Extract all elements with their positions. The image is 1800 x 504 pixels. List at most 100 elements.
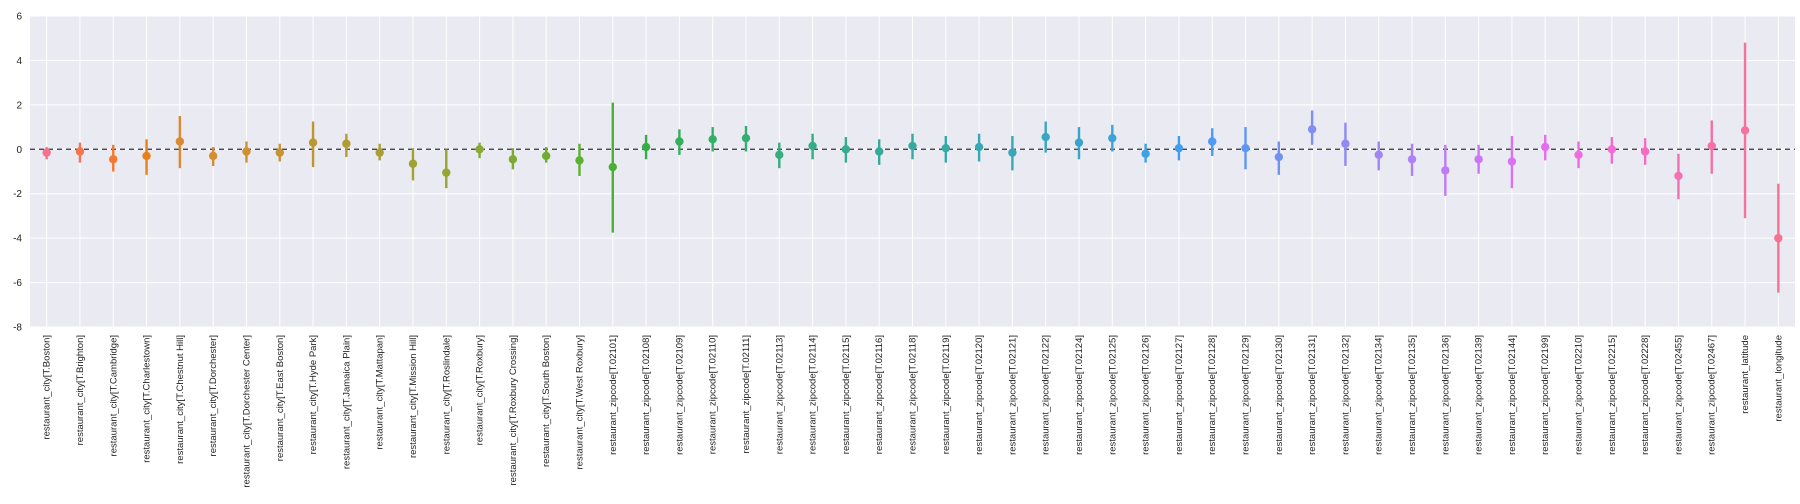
x-tick-label: restaurant_city[T.Jamaica Plain] [341, 335, 352, 469]
point-marker [708, 135, 717, 144]
x-tick-label: restaurant_city[T.Mattapan] [375, 335, 386, 450]
point-marker [1041, 132, 1050, 142]
y-tick-label: 6 [16, 12, 22, 23]
x-tick-label: restaurant_city[T.Dorchester] [208, 335, 219, 456]
point-marker [1541, 142, 1550, 152]
x-tick-label: restaurant_zipcode[T.02467] [1707, 335, 1718, 455]
point-marker [541, 151, 551, 161]
y-tick-label: 0 [16, 145, 22, 156]
point-marker [1441, 166, 1450, 175]
x-tick-label: restaurant_city[T.Dorchester Center] [241, 335, 252, 488]
y-axis: 6 4 2 0 -2 -4 -6 -8 [13, 12, 22, 334]
point-marker [1640, 147, 1650, 156]
x-tick-label: restaurant_zipcode[T.02119] [941, 335, 952, 454]
x-tick-label: restaurant_latitude [1740, 335, 1751, 414]
point-marker [1707, 141, 1716, 151]
x-tick-label: restaurant_city[T.West Roxbury] [574, 335, 585, 469]
point-marker [42, 148, 51, 157]
x-tick-label: restaurant_zipcode[T.02124] [1074, 335, 1085, 455]
point-marker [974, 142, 984, 152]
point-marker [109, 155, 118, 164]
x-tick-label: restaurant_zipcode[T.02126] [1141, 335, 1152, 455]
x-tick-label: restaurant_city[T.Roxbury Crossing] [508, 335, 519, 485]
x-tick-label: restaurant_zipcode[T.02122] [1041, 335, 1052, 455]
point-marker [442, 168, 451, 177]
x-tick-label: restaurant_city[T.South Boston] [541, 335, 552, 467]
point-marker [308, 138, 318, 147]
x-tick-label: restaurant_zipcode[T.02131] [1307, 335, 1318, 455]
x-tick-label: restaurant_zipcode[T.02125] [1107, 335, 1118, 455]
point-marker [408, 159, 418, 168]
x-tick-label: restaurant_zipcode[T.02116] [874, 335, 885, 454]
x-tick-label: restaurant_zipcode[T.02455] [1673, 335, 1684, 455]
x-tick-label: restaurant_city[T.Roslindale] [441, 335, 452, 454]
y-tick-label: 4 [16, 56, 22, 67]
point-marker [1607, 145, 1617, 154]
point-marker [342, 139, 351, 148]
point-marker [741, 133, 751, 143]
point-marker [808, 141, 817, 151]
x-tick-label: restaurant_zipcode[T.02215] [1607, 335, 1618, 455]
point-marker [941, 143, 951, 153]
x-tick-label: restaurant_zipcode[T.02210] [1574, 335, 1585, 455]
point-marker [775, 150, 784, 160]
x-tick-label: restaurant_city[T.Hyde Park] [308, 335, 319, 454]
point-marker [1241, 143, 1250, 153]
x-tick-label: restaurant_zipcode[T.02127] [1174, 335, 1185, 455]
y-tick-label: -2 [13, 189, 22, 200]
point-marker [1108, 133, 1117, 143]
x-tick-label: restaurant_zipcode[T.02135] [1407, 335, 1418, 455]
x-tick-label: restaurant_city[T.Mission Hill] [408, 335, 419, 458]
point-marker [75, 147, 85, 156]
x-tick-label: restaurant_city[T.Chestnut Hill] [175, 335, 186, 464]
x-tick-label: restaurant_zipcode[T.02110] [708, 335, 719, 454]
x-tick-label: restaurant_zipcode[T.02101] [608, 335, 619, 455]
point-marker [1074, 138, 1084, 147]
point-marker [1474, 155, 1483, 164]
point-marker [874, 147, 884, 156]
x-tick-label: restaurant_zipcode[T.02113] [774, 335, 785, 454]
x-tick-label: restaurant_zipcode[T.02111] [741, 335, 752, 453]
x-tick-label: restaurant_zipcode[T.02114] [808, 335, 819, 454]
point-marker [1307, 125, 1317, 134]
point-marker [1407, 155, 1417, 164]
x-tick-label: restaurant_city[T.East Boston] [275, 335, 286, 461]
x-tick-label: restaurant_zipcode[T.02228] [1640, 335, 1651, 455]
point-marker [1674, 171, 1683, 181]
point-marker [575, 156, 584, 165]
x-tick-label: restaurant_zipcode[T.02129] [1241, 335, 1252, 455]
data-marks [42, 42, 1783, 293]
x-tick-label: restaurant_zipcode[T.02115] [841, 335, 852, 454]
y-tick-label: 2 [16, 100, 22, 111]
x-tick-label: restaurant_zipcode[T.02136] [1440, 335, 1451, 455]
x-tick-label: restaurant_city[T.Cambridge] [108, 335, 119, 456]
point-marker [641, 142, 651, 152]
point-marker [1008, 148, 1017, 157]
x-tick-label: restaurant_zipcode[T.02120] [974, 335, 985, 455]
point-marker [1141, 149, 1150, 158]
point-marker [1208, 137, 1217, 146]
point-marker [1774, 233, 1783, 243]
x-tick-label: restaurant_zipcode[T.02134] [1374, 335, 1385, 455]
x-tick-label: restaurant_zipcode[T.02139] [1474, 335, 1485, 455]
x-tick-label: restaurant_city[T.Boston] [42, 335, 53, 440]
point-marker [1740, 126, 1750, 135]
point-marker [1274, 152, 1284, 162]
point-marker [1341, 139, 1350, 148]
x-tick-label: restaurant_zipcode[T.02199] [1540, 335, 1551, 455]
x-tick-label: restaurant_zipcode[T.02109] [674, 335, 685, 455]
x-tick-label: restaurant_zipcode[T.02118] [908, 335, 919, 454]
x-tick-label: restaurant_zipcode[T.02144] [1507, 335, 1518, 455]
point-marker [175, 137, 185, 146]
x-axis-labels: restaurant_city[T.Boston] restaurant_city… [42, 335, 1785, 488]
x-tick-label: restaurant_zipcode[T.02132] [1340, 335, 1351, 455]
point-marker [508, 155, 518, 164]
point-marker [208, 151, 218, 161]
x-tick-label: restaurant_zipcode[T.02108] [641, 335, 652, 455]
point-marker [608, 162, 617, 172]
point-marker [275, 148, 284, 157]
point-marker [142, 151, 151, 161]
x-tick-label: restaurant_zipcode[T.02121] [1007, 335, 1018, 455]
x-tick-label: restaurant_zipcode[T.02130] [1274, 335, 1285, 455]
